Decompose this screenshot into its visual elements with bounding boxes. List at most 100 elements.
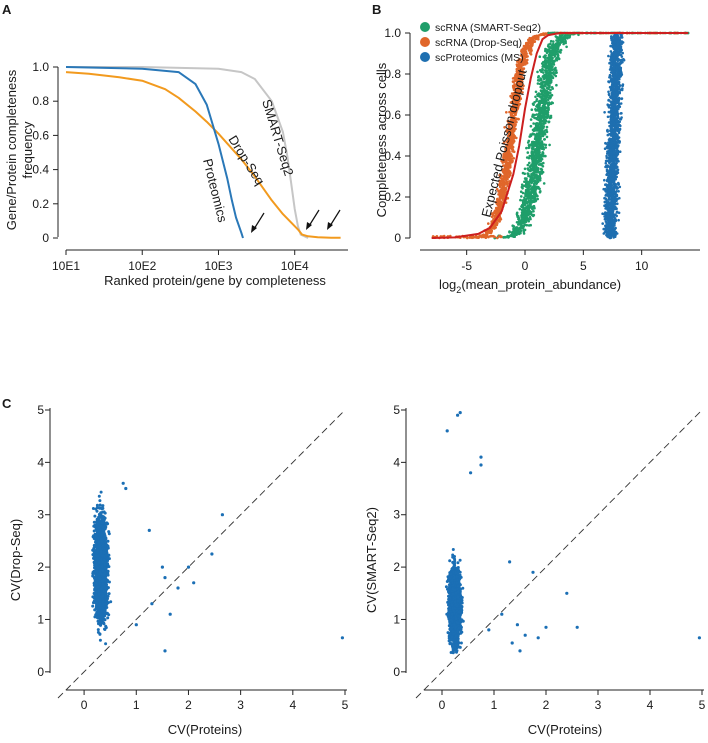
b-point-prot [608, 188, 611, 192]
b-point-drop [510, 145, 513, 149]
b-point-prot [614, 165, 618, 168]
b-point-prot [606, 129, 609, 133]
b-point-smart [516, 215, 519, 219]
b-point-smart [531, 164, 535, 167]
b-point-drop [519, 75, 523, 78]
b-point-prot [609, 160, 612, 163]
b-point-smart [526, 211, 530, 214]
b-point-smart [524, 218, 528, 221]
b-point-drop [525, 47, 528, 50]
b-point-prot [610, 177, 614, 181]
c-left-xtick-label: 3 [237, 698, 244, 712]
b-point-prot [617, 218, 620, 222]
curve-smart-seq2 [66, 66, 309, 239]
b-point-smart [544, 106, 548, 110]
b-point-drop [530, 43, 533, 47]
b-point-smart [534, 156, 537, 159]
b-point-smart [541, 67, 544, 71]
b-xtick-label: 0 [522, 259, 529, 273]
b-point-prot [615, 211, 619, 214]
panel-a-label: A [2, 2, 12, 17]
b-point-smart [544, 82, 548, 86]
b-point-smart [539, 77, 542, 80]
curve-drop-seq [65, 71, 341, 239]
b-point-prot [612, 109, 615, 113]
b-point-prot [607, 80, 610, 83]
b-point-smart [536, 82, 540, 85]
b-point-prot [606, 206, 610, 210]
b-point-smart [516, 227, 519, 230]
b-point-prot [603, 111, 606, 114]
c-left-xtick-label: 1 [133, 698, 140, 712]
b-point-prot [611, 199, 615, 202]
b-point-smart [529, 164, 532, 167]
b-point-prot [606, 143, 609, 147]
b-point-smart [530, 188, 534, 192]
b-point-smart [552, 63, 556, 66]
b-point-prot [615, 39, 618, 42]
b-point-drop [505, 182, 509, 186]
b-point-drop [525, 55, 528, 58]
b-point-smart [538, 130, 542, 134]
b-point-drop [524, 45, 528, 48]
b-point-smart [536, 156, 540, 160]
b-point-smart [530, 151, 533, 155]
b-point-smart [538, 103, 541, 106]
b-point-smart [566, 34, 570, 37]
b-ytick-label: 1.0 [384, 26, 401, 40]
b-point-smart [540, 162, 543, 166]
c-left-xtick-label: 0 [81, 698, 88, 712]
b-point-drop [502, 180, 505, 183]
a-ytick-label: 0.6 [32, 128, 49, 142]
b-point-drop [509, 160, 512, 163]
b-point-smart [530, 205, 533, 209]
b-point-drop [503, 160, 507, 163]
b-point-drop [517, 78, 520, 82]
b-point-smart [526, 163, 530, 167]
b-point-smart [519, 223, 523, 226]
b-point-smart [536, 79, 540, 82]
b-point-smart [537, 107, 541, 110]
b-point-prot [620, 48, 623, 52]
b-point-smart [540, 144, 544, 148]
b-point-drop [515, 88, 518, 91]
b-point-drop [521, 52, 525, 56]
b-point-smart [526, 189, 529, 192]
b-point-prot [609, 44, 612, 48]
b-point-drop [515, 80, 519, 84]
b-point-prot [613, 217, 617, 220]
b-point-smart [522, 208, 526, 212]
b-point-prot [615, 194, 619, 198]
b-point-prot [610, 59, 614, 62]
b-point-smart [526, 141, 530, 144]
b-point-prot [608, 124, 612, 128]
arrow-3 [327, 209, 341, 230]
b-point-prot [609, 117, 613, 121]
b-point-smart [531, 144, 535, 148]
b-point-drop [520, 50, 523, 53]
b-point-smart [529, 118, 533, 121]
b-point-smart [526, 217, 530, 221]
b-point-drop [522, 63, 525, 66]
c-left-point [96, 628, 100, 632]
b-point-smart [549, 49, 553, 53]
c-left-ytick-label: 0 [37, 665, 44, 679]
b-point-smart [549, 42, 552, 46]
b-point-smart [547, 120, 551, 123]
b-point-smart [534, 95, 537, 99]
c-left-ytick-label: 4 [37, 455, 44, 469]
b-point-smart [542, 63, 545, 67]
b-point-smart [528, 161, 531, 165]
b-point-drop [495, 210, 498, 214]
b-point-drop [517, 91, 521, 95]
a-ytick-label: 0 [42, 231, 49, 245]
b-point-drop [509, 141, 513, 144]
b-point-prot [607, 121, 611, 124]
b-point-smart [565, 36, 569, 39]
label-drop-seq: Drop-Seq [225, 133, 267, 188]
b-point-drop [490, 229, 493, 233]
b-point-smart [552, 44, 556, 47]
b-point-prot [612, 185, 615, 189]
b-point-drop [512, 106, 515, 109]
